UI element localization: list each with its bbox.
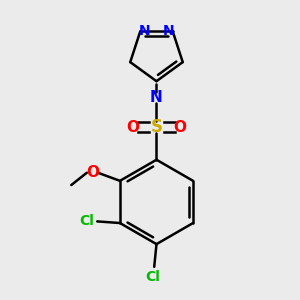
Text: O: O [173, 120, 186, 135]
Text: N: N [150, 90, 163, 105]
Text: S: S [151, 118, 163, 136]
Text: Cl: Cl [145, 270, 160, 283]
Text: O: O [86, 165, 99, 180]
Text: N: N [163, 24, 175, 38]
Text: O: O [127, 120, 140, 135]
Text: N: N [138, 24, 150, 38]
Text: Cl: Cl [79, 214, 94, 228]
